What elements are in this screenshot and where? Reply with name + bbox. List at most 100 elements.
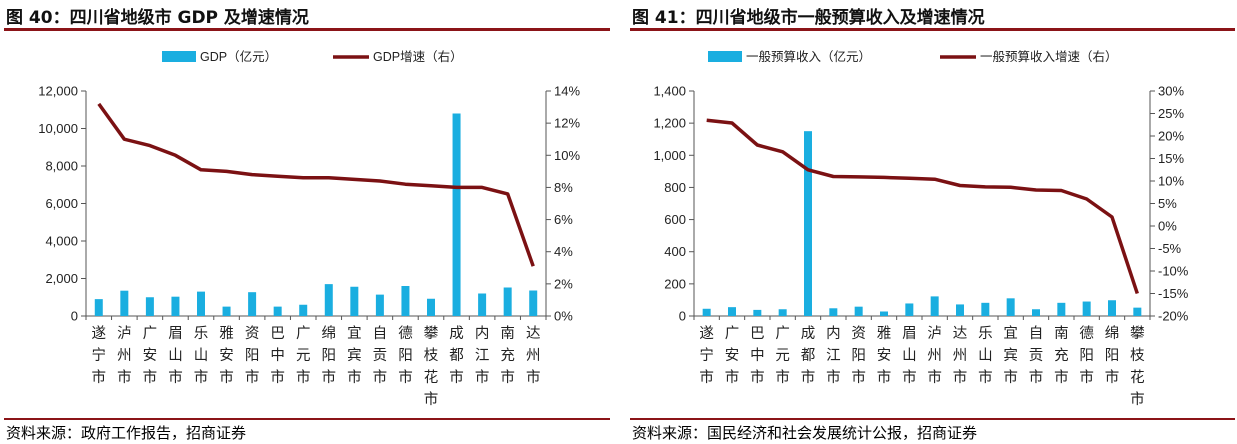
category-label-char: 自	[1029, 325, 1044, 342]
bar-绵阳市	[324, 284, 333, 316]
category-label-char: 市	[1029, 369, 1044, 386]
y-right-tick-label: 8%	[554, 180, 573, 195]
category-label-char: 市	[424, 391, 439, 408]
category-label-char: 花	[1130, 369, 1145, 386]
category-label-char: 花	[424, 369, 439, 386]
category-label-char: 阳	[851, 347, 866, 364]
y-left-tick-label: 800	[664, 180, 686, 195]
y-right-tick-label: -5%	[1158, 241, 1182, 256]
category-label-char: 宁	[92, 347, 107, 364]
y-right-tick-label: 12%	[554, 116, 580, 131]
category-label-char: 市	[775, 369, 790, 386]
category-label-char: 资	[851, 325, 866, 342]
bar-成都市	[804, 131, 812, 316]
category-label-char: 山	[902, 347, 917, 364]
y-left-tick-label: 8,000	[45, 159, 78, 174]
y-left-tick-label: 4,000	[45, 234, 78, 249]
category-label-char: 充	[500, 347, 515, 364]
category-label-char: 市	[270, 369, 285, 386]
y-left-tick-label: 0	[71, 309, 78, 324]
y-right-tick-label: 10%	[554, 148, 580, 163]
bar-南充市	[1057, 302, 1066, 316]
bar-自贡市	[1032, 309, 1040, 316]
bar-遂宁市	[94, 299, 103, 316]
bar-巴中市	[273, 306, 282, 316]
category-label-char: 市	[927, 369, 942, 386]
category-label-char: 贡	[373, 348, 388, 364]
figure-41-chart: 一般预算收入（亿元） 一般预算收入增速（右） 0 200 400 600 800 1,000 1…	[653, 49, 1189, 408]
category-label-char: 枝	[1130, 347, 1145, 364]
category-label-char: 市	[953, 369, 968, 386]
category-label-char: 成	[801, 325, 816, 342]
legend-line-label: 一般预算收入增速（右）	[980, 49, 1118, 64]
category-label-char: 市	[1130, 391, 1145, 408]
bar-德阳市	[401, 286, 410, 316]
bar-广安市	[145, 297, 154, 316]
y-right-tick-label: -20%	[1158, 309, 1189, 324]
category-label-char: 广	[725, 325, 740, 342]
category-label-char: 市	[978, 369, 993, 386]
category-label-char: 安	[219, 347, 234, 364]
category-label-char: 安	[143, 347, 158, 364]
bar-乐山市	[197, 291, 205, 316]
legend-bar-label: GDP（亿元）	[200, 49, 277, 64]
category-label-char: 眉	[168, 326, 183, 342]
category-label-char: 宾	[1003, 347, 1018, 364]
category-label-char: 市	[322, 369, 337, 386]
category-label-char: 市	[1054, 369, 1069, 386]
bar-广元市	[299, 304, 308, 316]
category-label-char: 市	[1003, 369, 1018, 386]
category-label-char: 市	[194, 369, 209, 386]
category-label-char: 中	[750, 347, 765, 364]
category-label-char: 德	[1079, 325, 1094, 342]
category-label-char: 州	[953, 348, 968, 364]
figure-40-source: 资料来源：政府工作报告，招商证券	[6, 424, 247, 442]
growth-line	[97, 102, 535, 267]
category-label-char: 内	[826, 325, 841, 342]
bar-攀枝花市	[427, 298, 435, 316]
y-left-tick-label: 12,000	[38, 84, 78, 99]
category-label-char: 枝	[424, 347, 439, 364]
growth-line	[706, 118, 1139, 295]
figure-40-panel: 图 40：四川省地级市 GDP 及增速情况 GDP（亿元） GDP增速（右） 0 2,…	[0, 0, 612, 444]
category-label-char: 乐	[194, 325, 209, 342]
category-label-char: 绵	[1105, 325, 1120, 342]
bar-宜宾市	[1006, 298, 1015, 316]
bar-南充市	[503, 287, 512, 316]
category-label-char: 宜	[1003, 325, 1018, 342]
category-label-char: 安	[877, 347, 892, 364]
bar-德阳市	[1082, 301, 1091, 316]
category-label-char: 市	[296, 369, 311, 386]
category-label-char: 巴	[270, 326, 285, 342]
bar-自贡市	[375, 294, 384, 316]
category-label-char: 德	[398, 325, 413, 342]
category-label-char: 阳	[322, 347, 337, 364]
figure-40-bottom-rule	[4, 418, 610, 420]
y-right-tick-label: 0%	[1158, 219, 1177, 234]
category-label-char: 眉	[902, 326, 917, 342]
figure-41-source: 资料来源：国民经济和社会发展统计公报，招商证券	[632, 424, 978, 442]
y-left-tick-label: 600	[664, 212, 686, 227]
bar-乐山市	[981, 302, 990, 316]
category-label-char: 广	[296, 325, 311, 342]
y-right-tick-label: 4%	[554, 244, 573, 259]
category-label-char: 市	[902, 369, 917, 386]
category-label-char: 巴	[750, 326, 765, 342]
category-label-char: 市	[245, 369, 260, 386]
category-label-char: 市	[1079, 369, 1094, 386]
y-left-tick-label: 6,000	[45, 196, 78, 211]
category-label-char: 达	[526, 325, 541, 342]
bar-遂宁市	[702, 308, 711, 316]
y-right-tick-label: 30%	[1158, 84, 1184, 99]
category-label-char: 遂	[92, 325, 107, 342]
category-label-char: 市	[526, 369, 541, 386]
category-label-char: 市	[500, 369, 515, 386]
category-label-char: 市	[801, 369, 816, 386]
y-right-tick-label: -15%	[1158, 286, 1189, 301]
category-label-char: 雅	[877, 325, 892, 342]
y-left-tick-label: 200	[664, 276, 686, 291]
category-label-char: 内	[475, 325, 490, 342]
y-right-tick-label: 2%	[554, 276, 573, 291]
bar-攀枝花市	[1133, 307, 1142, 316]
bar-资阳市	[854, 306, 863, 316]
